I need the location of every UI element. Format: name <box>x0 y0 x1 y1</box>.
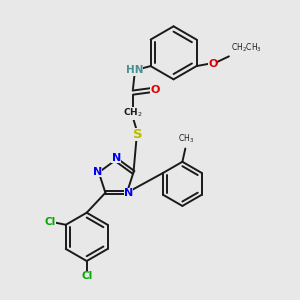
Text: O: O <box>150 85 160 95</box>
Text: CH$_2$CH$_3$: CH$_2$CH$_3$ <box>231 42 262 54</box>
Text: CH$_2$: CH$_2$ <box>123 107 143 119</box>
Text: HN: HN <box>126 65 143 76</box>
Text: CH$_3$: CH$_3$ <box>178 132 194 145</box>
Text: S: S <box>133 128 142 141</box>
Text: O: O <box>208 59 218 69</box>
Text: Cl: Cl <box>81 271 92 281</box>
Text: Cl: Cl <box>45 218 56 227</box>
Text: N: N <box>93 167 102 177</box>
Text: N: N <box>112 153 121 163</box>
Text: N: N <box>124 188 133 198</box>
